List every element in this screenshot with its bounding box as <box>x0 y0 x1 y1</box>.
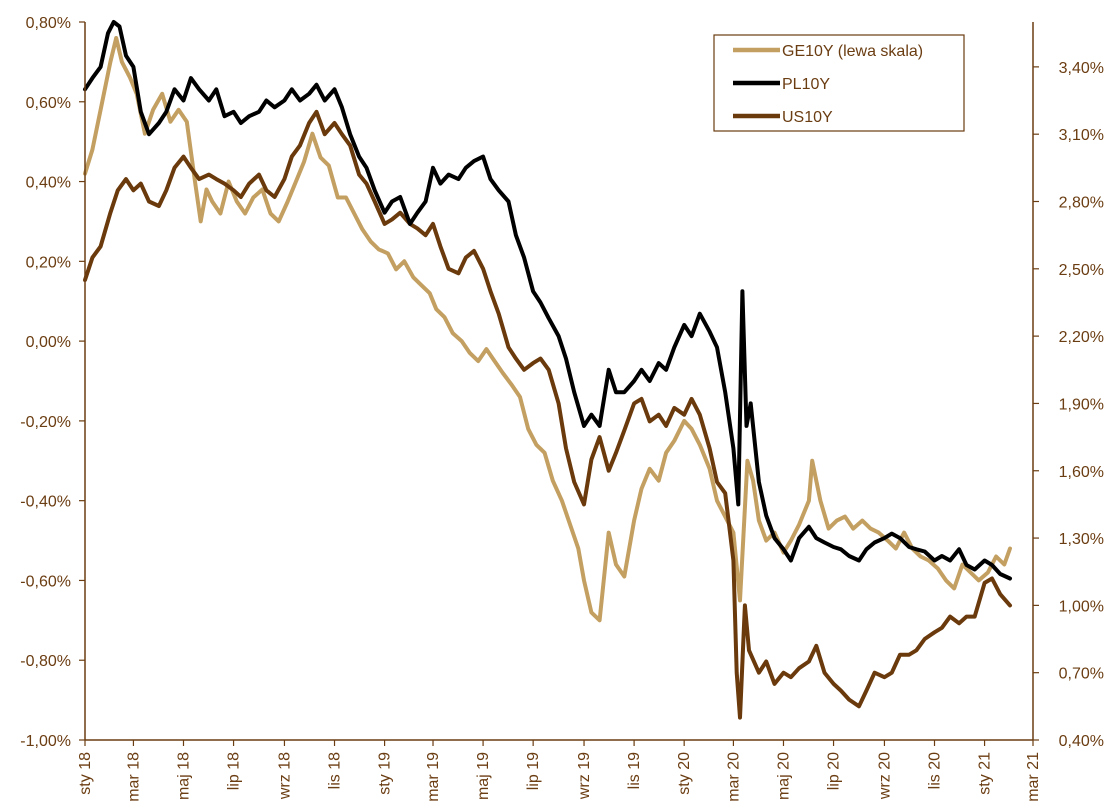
right-tick-label: 1,90% <box>1059 396 1104 413</box>
x-tick-label: lip 20 <box>826 752 843 790</box>
left-axis-ticks: 0,80% 0,60% 0,40% 0,20% 0,00% -0,20% -0,40% -0,… <box>20 15 85 750</box>
x-tick-label: mar 18 <box>125 752 142 802</box>
x-tick-label: mar 21 <box>1025 752 1042 802</box>
left-tick-label: 0,20% <box>26 254 71 271</box>
x-tick-label: sty 20 <box>676 752 693 795</box>
x-tick-label: wrz 18 <box>276 752 293 800</box>
x-tick-label: sty 21 <box>977 752 994 795</box>
series-lines <box>83 20 1012 720</box>
right-tick-label: 1,60% <box>1059 464 1104 481</box>
x-tick-label: lis 20 <box>927 752 944 789</box>
left-tick-label: 0,40% <box>26 175 71 192</box>
right-axis-ticks: 3,40% 3,10% 2,80% 2,50% 2,20% 1,90% 1,60% 1,30%… <box>1033 60 1104 750</box>
x-tick-label: lip 19 <box>525 752 542 790</box>
legend-label-ge10y: GE10Y (lewa skala) <box>782 43 923 60</box>
x-tick-label: lis 18 <box>327 752 344 789</box>
x-tick-label: lip 18 <box>226 752 243 790</box>
x-tick-label: mar 19 <box>425 752 442 802</box>
x-tick-label: sty 19 <box>377 752 394 795</box>
right-tick-label: 3,10% <box>1059 127 1104 144</box>
left-tick-label: -0,40% <box>20 494 71 511</box>
x-tick-label: maj 18 <box>175 752 192 800</box>
right-tick-label: 1,00% <box>1059 598 1104 615</box>
left-tick-label: -0,80% <box>20 653 71 670</box>
x-axis-ticks: sty 18 mar 18 maj 18 lip 18 wrz 18 lis 18 sty … <box>77 740 1042 802</box>
right-tick-label: 0,40% <box>1059 733 1104 750</box>
x-tick-label: sty 18 <box>77 752 94 795</box>
x-tick-label: wrz 20 <box>876 752 893 800</box>
axes <box>84 22 1034 741</box>
series-line-ge10y <box>83 36 1012 623</box>
legend-label-pl10y: PL10Y <box>782 76 830 93</box>
left-tick-label: -0,60% <box>20 573 71 590</box>
x-tick-label: mar 20 <box>725 752 742 802</box>
x-tick-label: maj 20 <box>775 752 792 800</box>
right-tick-label: 2,50% <box>1059 262 1104 279</box>
series-line-us10y <box>83 109 1012 720</box>
left-tick-label: 0,80% <box>26 15 71 32</box>
legend-label-us10y: US10Y <box>782 109 833 126</box>
right-tick-label: 1,30% <box>1059 531 1104 548</box>
legend: GE10Y (lewa skala) PL10Y US10Y <box>713 34 965 132</box>
left-tick-label: 0,60% <box>26 95 71 112</box>
x-tick-label: lis 19 <box>626 752 643 789</box>
right-tick-label: 0,70% <box>1059 666 1104 683</box>
series-line-pl10y <box>83 20 1012 581</box>
right-tick-label: 3,40% <box>1059 60 1104 77</box>
right-tick-label: 2,20% <box>1059 329 1104 346</box>
left-tick-label: -1,00% <box>20 733 71 750</box>
left-tick-label: -0,20% <box>20 414 71 431</box>
x-tick-label: wrz 19 <box>576 752 593 800</box>
left-tick-label: 0,00% <box>26 334 71 351</box>
right-tick-label: 2,80% <box>1059 195 1104 212</box>
x-tick-label: maj 19 <box>475 752 492 800</box>
